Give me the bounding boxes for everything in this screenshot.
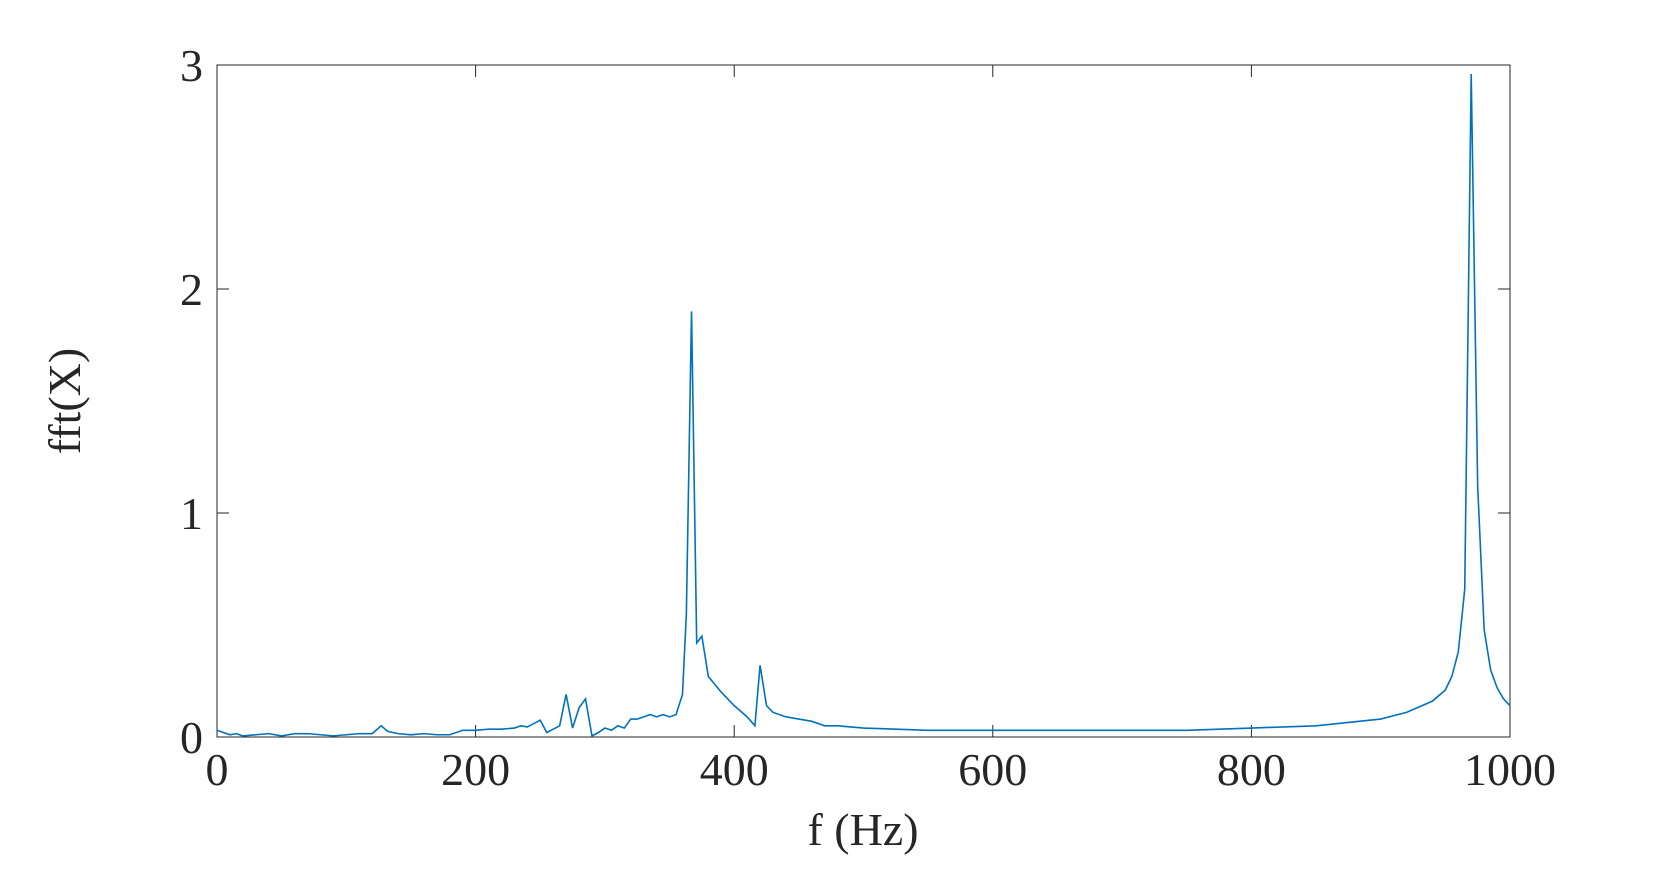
- y-tick-label: 0: [180, 712, 203, 763]
- x-tick-label: 0: [206, 744, 229, 795]
- y-tick-label: 1: [180, 488, 203, 539]
- y-tick-label: 2: [180, 264, 203, 315]
- x-tick-label: 600: [958, 744, 1027, 795]
- data-line: [216, 73, 1511, 738]
- x-tick-label: 800: [1217, 744, 1286, 795]
- y-tick-label: 3: [180, 40, 203, 91]
- x-tick-label: 400: [700, 744, 769, 795]
- x-axis-label: f (Hz): [807, 804, 918, 855]
- x-tick-label: 200: [441, 744, 510, 795]
- x-tick-label: 1000: [1464, 744, 1556, 795]
- plot-frame: [216, 64, 1511, 738]
- y-axis-label: fft(X): [39, 348, 90, 454]
